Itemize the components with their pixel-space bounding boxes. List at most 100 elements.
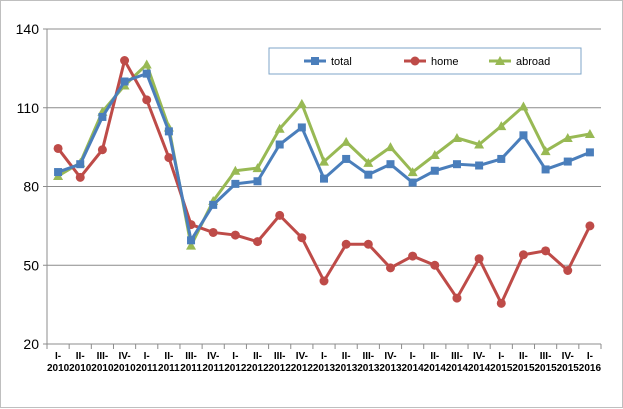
point-home: [585, 221, 595, 231]
point-total: [187, 236, 196, 245]
x-tick-label-year: 2014: [446, 363, 469, 374]
x-tick-label-quarter: II-: [519, 351, 528, 362]
legend-item-abroad: abroad: [489, 56, 550, 68]
x-tick-label-year: 2012: [224, 363, 247, 374]
point-total: [253, 177, 262, 186]
y-tick-label: 110: [17, 100, 40, 116]
point-abroad: [540, 146, 551, 156]
x-tick-label-quarter: II-: [164, 351, 173, 362]
point-home: [518, 250, 528, 260]
x-tick-label-year: 2010: [69, 363, 92, 374]
point-home: [563, 266, 573, 275]
point-home: [408, 251, 418, 261]
x-tick-label-year: 2012: [246, 363, 269, 374]
point-home: [230, 230, 240, 240]
x-tick-label-year: 2012: [291, 363, 314, 374]
x-tick-label-year: 2013: [335, 363, 358, 374]
point-home: [275, 210, 285, 220]
x-tick-label-quarter: II-: [76, 351, 85, 362]
point-home: [164, 153, 174, 163]
point-abroad: [230, 165, 241, 175]
y-tick-labels: 20 50 80 110 140: [16, 21, 40, 352]
legend-item-home: home: [404, 56, 459, 68]
x-tick-label-year: 2015: [490, 363, 513, 374]
x-tick-label-quarter: III-: [185, 351, 197, 362]
point-total: [563, 157, 572, 166]
point-home: [297, 233, 307, 243]
point-total: [54, 168, 63, 177]
x-tick-label-year: 2010: [47, 363, 70, 374]
point-abroad: [584, 129, 595, 138]
x-tick-label-year: 2011: [158, 363, 180, 374]
legend-label-total: total: [331, 56, 352, 68]
point-abroad: [252, 163, 263, 173]
x-tick-label-year: 2015: [534, 363, 557, 374]
point-total: [142, 69, 151, 78]
grid-layer: [47, 28, 601, 266]
x-tick-label-year: 2011: [180, 363, 202, 374]
x-tick-label-quarter: II-: [342, 351, 351, 362]
x-tick-label-year: 2013: [357, 363, 380, 374]
point-total: [297, 123, 306, 132]
point-total: [541, 165, 550, 174]
x-tick-label-quarter: IV-: [118, 351, 130, 362]
point-abroad: [319, 156, 329, 166]
series-total: [54, 69, 594, 245]
x-tick-label-year: 2011: [136, 363, 158, 374]
point-abroad: [496, 121, 507, 131]
x-tick-label-quarter: III-: [274, 351, 286, 362]
point-total: [320, 174, 328, 183]
point-total: [585, 148, 594, 157]
series-home: [53, 56, 595, 308]
series-abroad: [53, 59, 595, 250]
point-abroad: [407, 167, 418, 177]
point-total: [342, 154, 351, 163]
point-total: [519, 131, 528, 140]
point-home: [53, 143, 63, 153]
x-tick-label-year: 2011: [202, 363, 224, 374]
x-tick-label-quarter: III-: [362, 351, 374, 362]
x-tick-label-year: 2014: [468, 363, 491, 374]
series-layer: [53, 56, 595, 308]
y-tick-label: 80: [23, 179, 39, 195]
point-total: [76, 160, 85, 169]
point-abroad: [451, 132, 462, 142]
x-tick-label-quarter: I-: [144, 351, 150, 362]
x-tick-label-quarter: II-: [430, 351, 439, 362]
x-tick-label-quarter: III-: [540, 351, 552, 362]
point-total: [209, 200, 218, 209]
point-home: [208, 227, 218, 237]
x-tick-label-year: 2013: [379, 363, 402, 374]
point-home: [474, 254, 484, 264]
point-home: [385, 263, 395, 273]
point-abroad: [141, 59, 152, 69]
legend-marker-total: [311, 57, 319, 65]
axis-layer: [43, 28, 602, 349]
point-total: [430, 166, 439, 175]
point-total: [275, 140, 284, 149]
legend-marker-abroad: [495, 56, 505, 65]
legend-item-total: total: [304, 56, 352, 68]
y-tick-label: 140: [16, 21, 40, 37]
point-home: [541, 246, 551, 256]
point-total: [98, 112, 107, 121]
x-tick-label-year: 2015: [557, 363, 580, 374]
x-tick-label-quarter: III-: [451, 351, 463, 362]
x-tick-label-quarter: I-: [410, 351, 416, 362]
y-tick-label: 50: [23, 257, 39, 273]
point-abroad: [385, 142, 396, 152]
point-abroad: [274, 123, 285, 133]
point-home: [120, 56, 130, 65]
point-total: [231, 179, 240, 188]
point-abroad: [363, 157, 374, 167]
x-tick-label-quarter: I-: [321, 351, 327, 362]
x-tick-label-year: 2013: [313, 363, 336, 374]
point-home: [341, 239, 351, 249]
point-home: [496, 298, 506, 308]
point-abroad: [296, 98, 307, 108]
point-total: [386, 160, 395, 169]
point-total: [120, 77, 129, 86]
x-tick-label-quarter: I-: [498, 351, 504, 362]
point-home: [452, 293, 462, 303]
point-total: [408, 178, 417, 187]
